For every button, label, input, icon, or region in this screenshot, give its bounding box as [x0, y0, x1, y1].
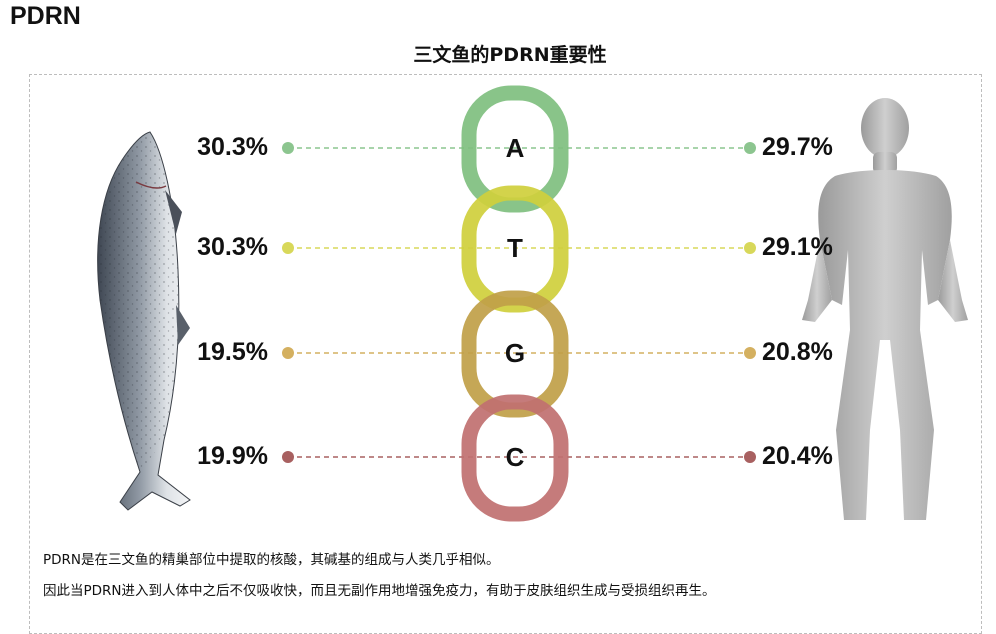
human-dot	[744, 451, 756, 463]
base-letter-c: C	[505, 442, 525, 472]
salmon-dot	[282, 242, 294, 254]
human-illustration	[802, 98, 968, 520]
connector-a	[282, 142, 756, 154]
salmon-percentage-a: 30.3%	[197, 133, 268, 161]
connector-c	[282, 451, 756, 463]
diagram-title: 三文鱼的PDRN重要性	[413, 44, 607, 66]
salmon-percentage-c: 19.9%	[197, 442, 268, 470]
human-percentage-a: 29.7%	[762, 133, 833, 161]
salmon-illustration	[97, 131, 191, 511]
corner-title: PDRN	[10, 2, 81, 30]
connector-t	[282, 242, 756, 254]
base-letter-a: A	[505, 133, 525, 163]
base-letter-t: T	[507, 233, 523, 263]
connector-g	[282, 347, 756, 359]
salmon-dot	[282, 451, 294, 463]
salmon-dot	[282, 142, 294, 154]
human-dot	[744, 242, 756, 254]
human-dot	[744, 142, 756, 154]
salmon-dot	[282, 347, 294, 359]
human-percentage-c: 20.4%	[762, 442, 833, 470]
human-percentage-t: 29.1%	[762, 233, 833, 261]
chain-ring-a	[461, 85, 569, 213]
chain-ring-g	[461, 290, 569, 418]
salmon-percentage-g: 19.5%	[197, 338, 268, 366]
caption-line-2: 因此当PDRN进入到人体中之后不仅吸收快，而且无副作用地增强免疫力，有助于皮肤组…	[43, 583, 716, 599]
salmon-percentage-t: 30.3%	[197, 233, 268, 261]
human-dot	[744, 347, 756, 359]
base-letter-g: G	[504, 338, 526, 368]
caption-line-1: PDRN是在三文鱼的精巢部位中提取的核酸，其碱基的组成与人类几乎相似。	[43, 552, 500, 568]
chain-ring-c	[461, 394, 569, 522]
human-percentage-g: 20.8%	[762, 338, 833, 366]
